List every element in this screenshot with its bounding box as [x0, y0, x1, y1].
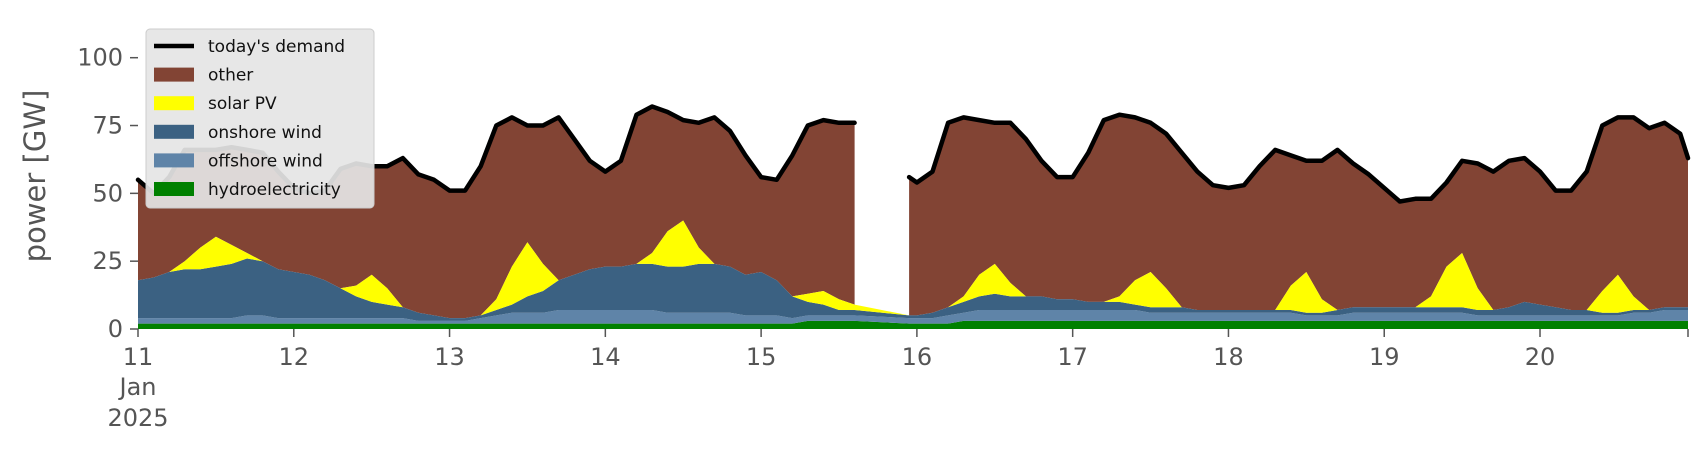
x-tick-label-20: 20	[1525, 343, 1556, 371]
x-tick-label-16: 16	[902, 343, 933, 371]
x-tick-label-14: 14	[590, 343, 621, 371]
area-offshore-wind-part-1	[138, 310, 1688, 324]
legend-label-today-s-demand: today's demand	[208, 37, 345, 57]
y-tick-label-25: 25	[92, 247, 123, 275]
legend-label-solar-pv: solar PV	[208, 94, 277, 114]
y-tick-label-75: 75	[92, 112, 123, 140]
x-tick-label-11: 11	[123, 343, 154, 371]
legend-box	[145, 28, 375, 209]
legend-swatch-hydroelectricity	[154, 182, 194, 196]
demand-line-part-2	[906, 112, 1691, 204]
area-other-part-2	[909, 114, 1688, 316]
x-tick-sublabel-2025: 2025	[107, 404, 168, 432]
x-tick-sublabel-jan: Jan	[118, 373, 157, 401]
x-tick-label-13: 13	[434, 343, 465, 371]
x-tick-label-17: 17	[1057, 343, 1088, 371]
legend-label-offshore-wind: offshore wind	[208, 151, 323, 171]
legend-swatch-onshore-wind	[154, 124, 194, 139]
y-tick-label-100: 100	[77, 44, 123, 72]
legend-swatch-solar-pv	[154, 96, 194, 111]
y-axis-title: power [GW]	[18, 90, 52, 263]
x-tick-label-18: 18	[1213, 343, 1244, 371]
stacked-areas	[138, 106, 1688, 329]
y-tick-label-50: 50	[92, 179, 123, 207]
x-tick-label-19: 19	[1369, 343, 1400, 371]
legend-swatch-other	[154, 67, 194, 82]
legend-label-onshore-wind: onshore wind	[208, 123, 322, 143]
area-solar-pv-part-1	[138, 220, 1688, 319]
area-other-part-1	[138, 106, 855, 319]
legend: today's demand other solar PV onshore wind o…	[145, 28, 375, 209]
area-onshore-wind-part-1	[138, 258, 1688, 321]
legend-label-other: other	[208, 66, 253, 86]
x-tick-label-15: 15	[746, 343, 777, 371]
y-tick-label-0: 0	[108, 315, 123, 343]
area-hydroelectricity-part-1	[138, 320, 1688, 329]
legend-swatch-offshore-wind	[154, 153, 194, 168]
legend-label-hydroelectricity: hydroelectricity	[208, 180, 341, 200]
x-tick-label-12: 12	[279, 343, 310, 371]
